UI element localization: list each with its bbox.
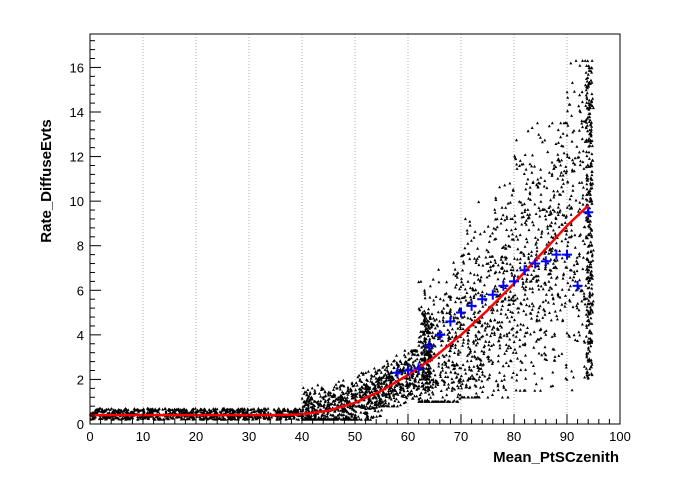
- profile-point: [572, 280, 583, 291]
- y-tick-label: 12: [70, 150, 84, 165]
- y-tick-label: 16: [70, 60, 84, 75]
- profile-point: [413, 363, 424, 374]
- profile-point: [540, 256, 551, 267]
- profile-point: [392, 367, 403, 378]
- y-tick-label: 4: [77, 328, 84, 343]
- profile-point: [551, 249, 562, 260]
- y-tick-label: 8: [77, 239, 84, 254]
- x-tick-label: 80: [507, 429, 521, 444]
- profile-point: [562, 249, 572, 260]
- scatter-points: [88, 59, 595, 421]
- profile-point: [403, 365, 413, 376]
- profile-point: [509, 276, 519, 287]
- profile-point: [445, 316, 456, 327]
- profile-point: [498, 280, 509, 291]
- profile-point: [477, 294, 488, 305]
- x-tick-label: 20: [189, 429, 203, 444]
- x-tick-label: 0: [86, 429, 93, 444]
- profile-point: [434, 329, 445, 340]
- profile-point: [456, 307, 466, 318]
- profile-point: [466, 300, 477, 311]
- y-tick-label: 2: [77, 372, 84, 387]
- x-tick-label: 30: [242, 429, 256, 444]
- y-axis-label: Rate_DiffuseEvts: [38, 119, 55, 242]
- x-tick-label: 50: [348, 429, 362, 444]
- x-tick-label: 60: [401, 429, 415, 444]
- profile-point: [583, 207, 594, 218]
- x-tick-label: 40: [295, 429, 309, 444]
- x-axis-label: Mean_PtSCzenith: [493, 449, 619, 466]
- y-tick-label: 14: [70, 105, 84, 120]
- y-tick-label: 10: [70, 194, 84, 209]
- profile-point: [519, 265, 530, 276]
- profile-layer: [392, 207, 594, 378]
- x-tick-label: 100: [609, 429, 631, 444]
- profile-point: [530, 258, 541, 269]
- x-tick-label: 10: [136, 429, 150, 444]
- x-tick-label: 70: [454, 429, 468, 444]
- scatter-points-layer: [88, 59, 595, 421]
- x-tick-label: 90: [560, 429, 574, 444]
- y-tick-label: 0: [77, 417, 84, 432]
- profile-point: [424, 341, 435, 351]
- axis-layer: 0 10 20 30 40 50 60 70 80 90 100 0 2 4 6 8 10 12 14 16: [70, 40, 631, 444]
- y-tick-label: 6: [77, 283, 84, 298]
- profile-point: [487, 289, 498, 300]
